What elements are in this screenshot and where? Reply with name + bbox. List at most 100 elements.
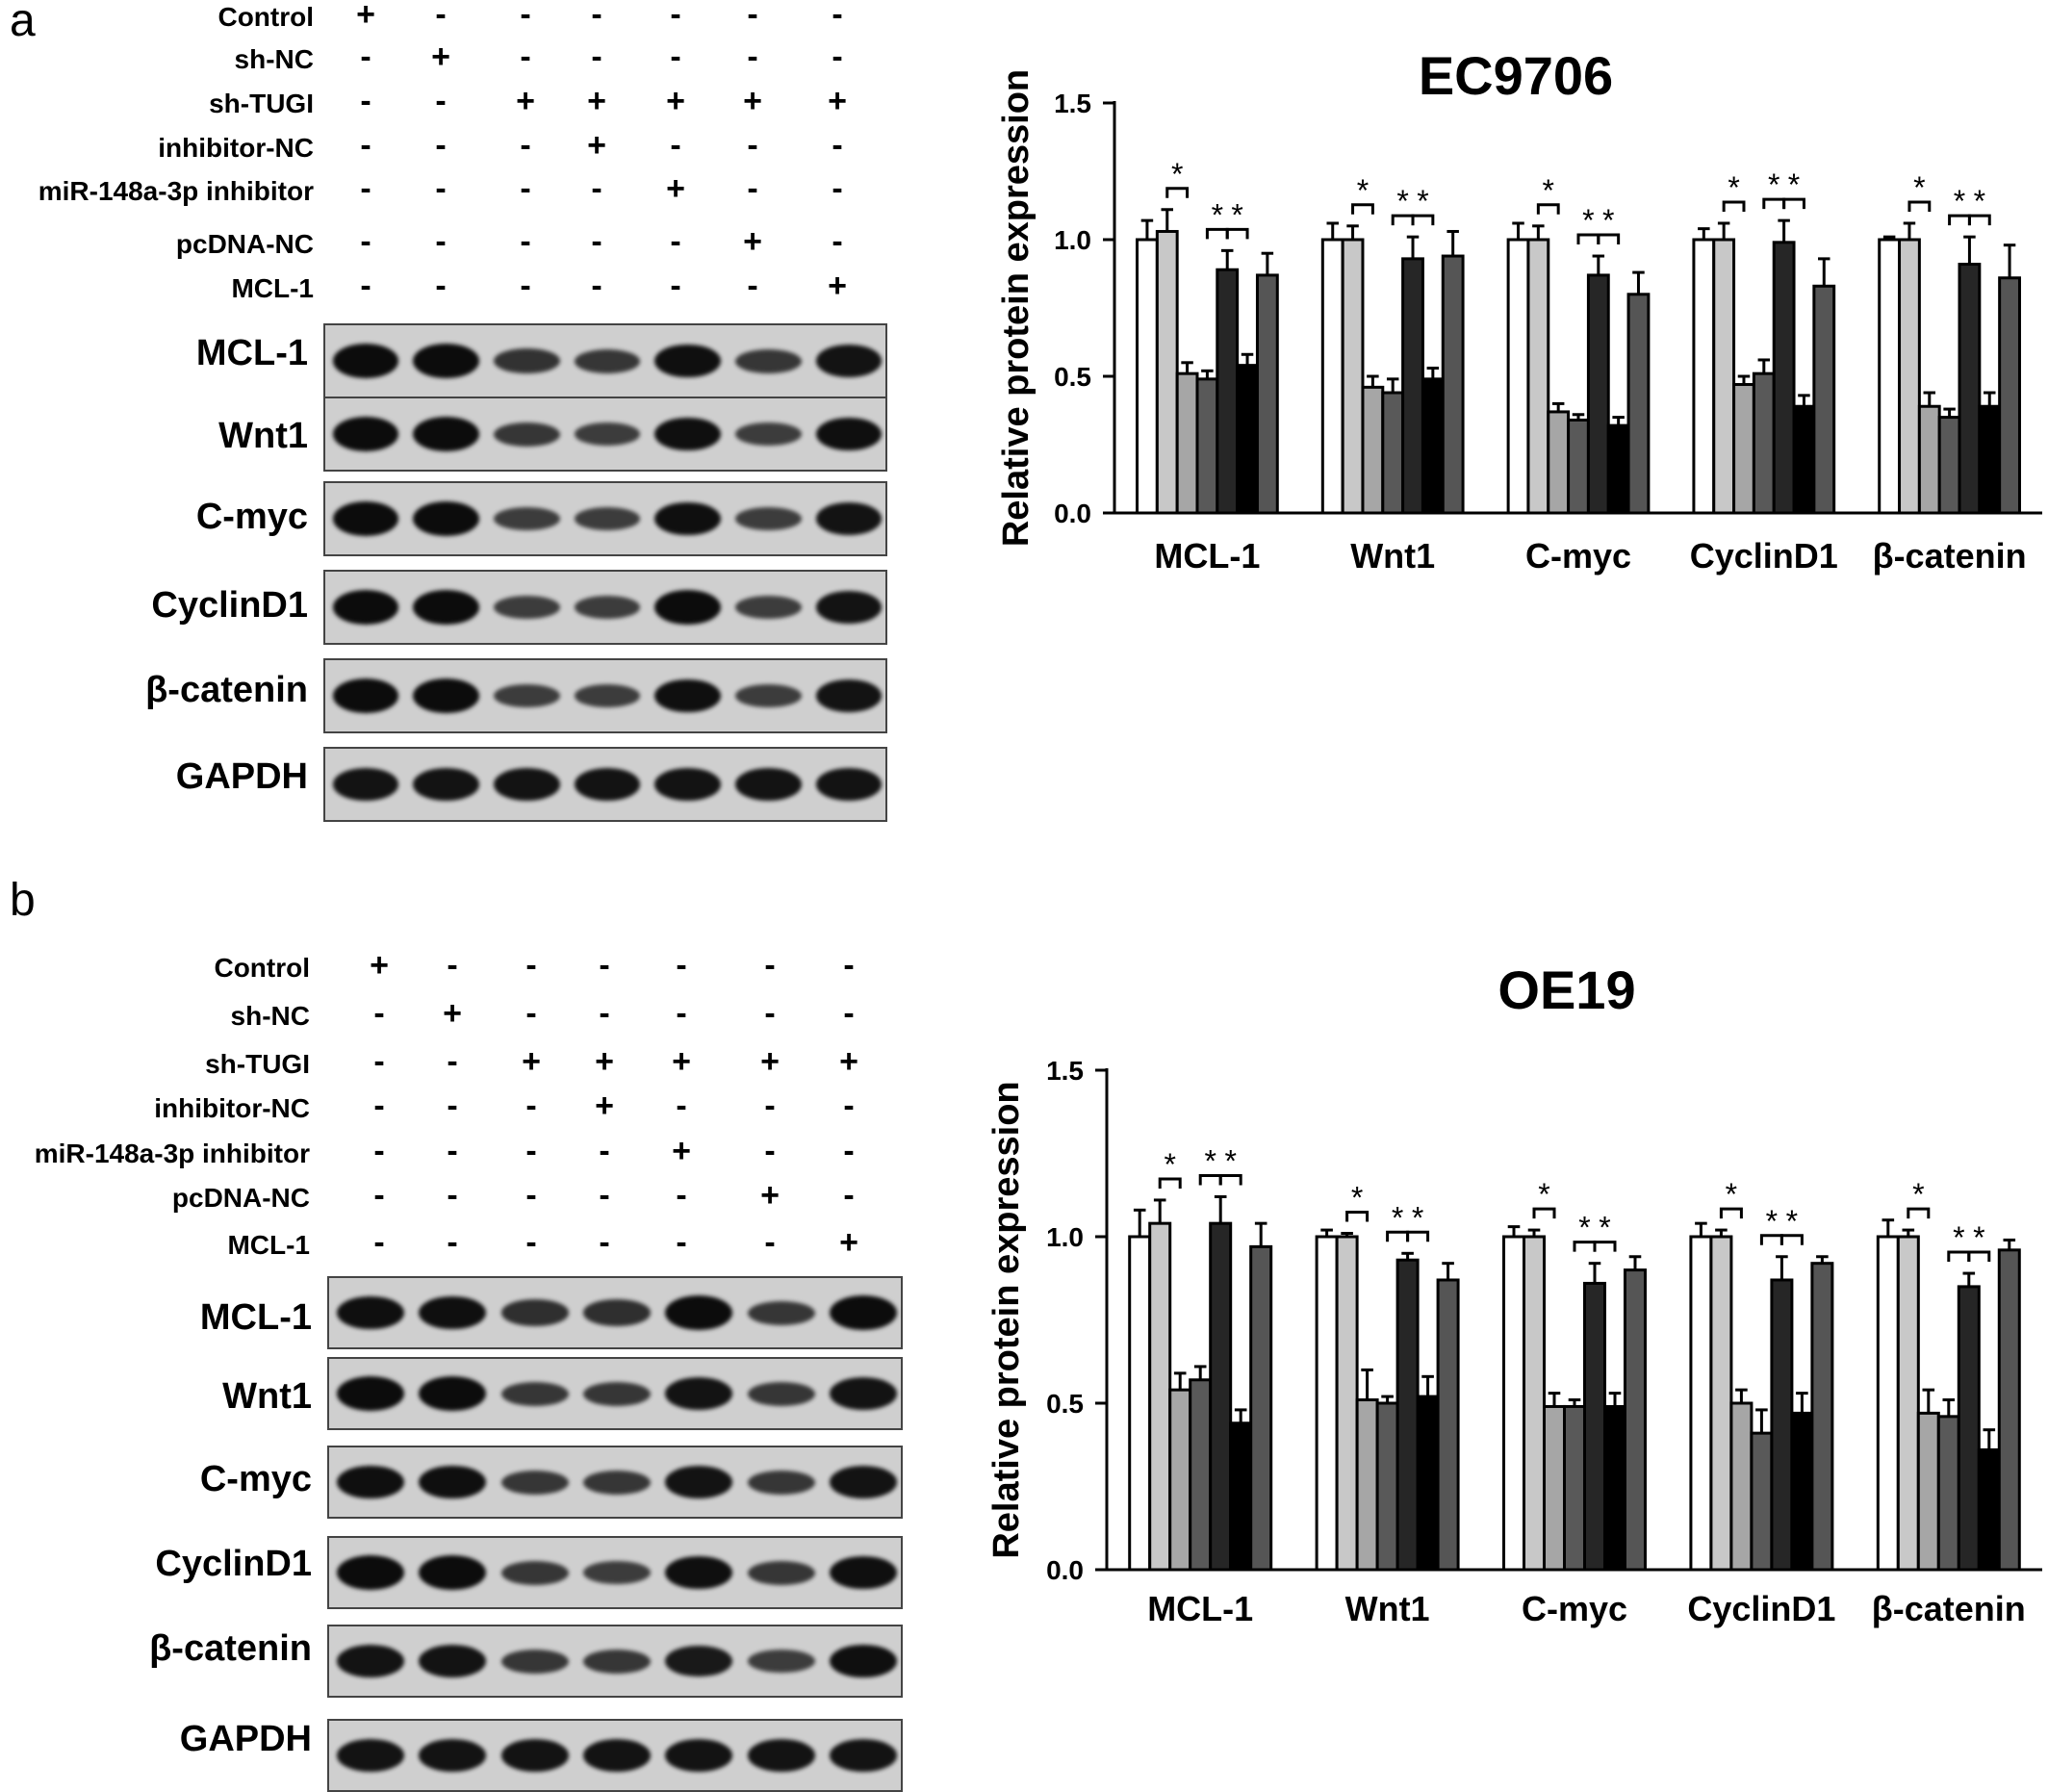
- blot-band: [815, 679, 883, 712]
- treatment-sign: +: [431, 38, 450, 75]
- y-tick-label: 1.5: [1046, 1056, 1084, 1086]
- treatment-sign: -: [843, 995, 855, 1032]
- significance-bracket: [1225, 227, 1249, 240]
- treatment-sign: -: [599, 1133, 610, 1169]
- blot-strip: [323, 658, 887, 733]
- significance-star: *: [1204, 1143, 1216, 1178]
- treatment-sign: -: [360, 268, 371, 304]
- y-tick-label: 1.0: [1054, 225, 1091, 255]
- treatment-sign: -: [843, 1133, 855, 1169]
- treatment-sign: -: [373, 1133, 385, 1169]
- treatment-sign: -: [676, 1177, 687, 1214]
- blot-band: [574, 684, 641, 707]
- x-category-label: C-myc: [1525, 536, 1631, 576]
- y-axis-label: Relative protein expression: [986, 1081, 1027, 1558]
- blot-band: [665, 1466, 733, 1498]
- blot-band: [336, 1739, 404, 1772]
- treatment-sign: -: [764, 1088, 776, 1124]
- treatment-sign: -: [360, 170, 371, 207]
- treatment-sign: -: [373, 1043, 385, 1080]
- significance-star: *: [1912, 1177, 1924, 1212]
- blot-band: [493, 507, 560, 530]
- blot-band: [413, 501, 479, 536]
- significance-star: *: [1578, 1211, 1590, 1245]
- treatment-label: Control: [218, 2, 314, 32]
- treatment-sign: -: [670, 127, 681, 164]
- treatment-sign: -: [676, 995, 687, 1032]
- treatment-sign: -: [520, 38, 531, 75]
- blot-band: [336, 1376, 404, 1411]
- treatment-label: MCL-1: [227, 1230, 310, 1260]
- y-tick-label: 0.5: [1046, 1389, 1084, 1419]
- treatment-sign: +: [370, 947, 389, 984]
- treatment-sign: +: [743, 83, 762, 119]
- treatment-sign: -: [764, 1224, 776, 1261]
- blot-band: [574, 507, 641, 530]
- blot-band: [413, 678, 479, 713]
- blot-strip: [327, 1625, 903, 1698]
- blot-band: [413, 344, 479, 378]
- blot-band: [419, 1555, 487, 1590]
- treatment-sign: -: [525, 1133, 537, 1169]
- treatment-sign: -: [591, 170, 602, 207]
- treatment-sign: -: [520, 170, 531, 207]
- significance-bracket: [1597, 233, 1621, 245]
- blot-band: [419, 1465, 487, 1499]
- treatment-sign: -: [599, 1224, 610, 1261]
- blot-band: [574, 768, 641, 801]
- treatment-sign: +: [672, 1133, 691, 1169]
- significance-bracket: [1719, 1207, 1743, 1219]
- blot-band: [332, 501, 399, 536]
- treatment-sign: +: [443, 995, 462, 1032]
- blot-band: [735, 768, 802, 801]
- bar: [1335, 1235, 1359, 1572]
- chart-title: EC9706: [1419, 45, 1613, 106]
- blot-label: β-catenin: [149, 1628, 312, 1669]
- blot-band: [735, 596, 802, 619]
- treatment-sign: -: [676, 1088, 687, 1124]
- x-category-label: MCL-1: [1154, 536, 1260, 576]
- bar: [1770, 1278, 1794, 1572]
- treatment-sign: -: [435, 127, 447, 164]
- significance-star: *: [1768, 167, 1779, 202]
- blot-band: [830, 1377, 898, 1410]
- blot-band: [500, 1560, 569, 1585]
- blot-band: [493, 768, 560, 801]
- blot-label: MCL-1: [199, 1297, 312, 1338]
- treatment-sign: +: [666, 83, 685, 119]
- blot-strip: [323, 481, 887, 556]
- significance-star: *: [1396, 184, 1408, 218]
- blot-strip: [323, 397, 887, 472]
- bar: [1709, 1235, 1733, 1572]
- treatment-sign: -: [525, 1224, 537, 1261]
- blot-band: [582, 1470, 652, 1495]
- blot-band: [654, 590, 722, 625]
- blot-band: [500, 1299, 569, 1326]
- significance-star: *: [1164, 1147, 1175, 1182]
- blot-band: [747, 1300, 815, 1325]
- blot-band: [336, 1465, 404, 1499]
- significance-star: *: [1788, 167, 1800, 202]
- blot-band: [830, 1555, 898, 1590]
- significance-star: *: [1417, 184, 1428, 218]
- bar: [1750, 1431, 1774, 1572]
- bar: [1128, 1235, 1152, 1572]
- blot-band: [332, 344, 399, 378]
- significance-star: *: [1392, 1200, 1403, 1235]
- blot-band: [582, 1649, 652, 1674]
- significance-star: *: [1212, 197, 1223, 232]
- treatment-sign: -: [447, 1133, 458, 1169]
- significance-star: *: [1974, 184, 1985, 218]
- blot-band: [332, 417, 399, 451]
- treatment-sign: +: [587, 127, 606, 164]
- treatment-sign: -: [747, 170, 758, 207]
- blot-band: [830, 1295, 898, 1330]
- treatment-sign: +: [672, 1043, 691, 1080]
- x-category-label: Wnt1: [1350, 536, 1435, 576]
- significance-bracket: [1536, 203, 1560, 215]
- treatment-sign: +: [839, 1043, 858, 1080]
- significance-star: *: [1913, 170, 1925, 205]
- blot-band: [815, 768, 883, 801]
- treatment-sign: -: [747, 268, 758, 304]
